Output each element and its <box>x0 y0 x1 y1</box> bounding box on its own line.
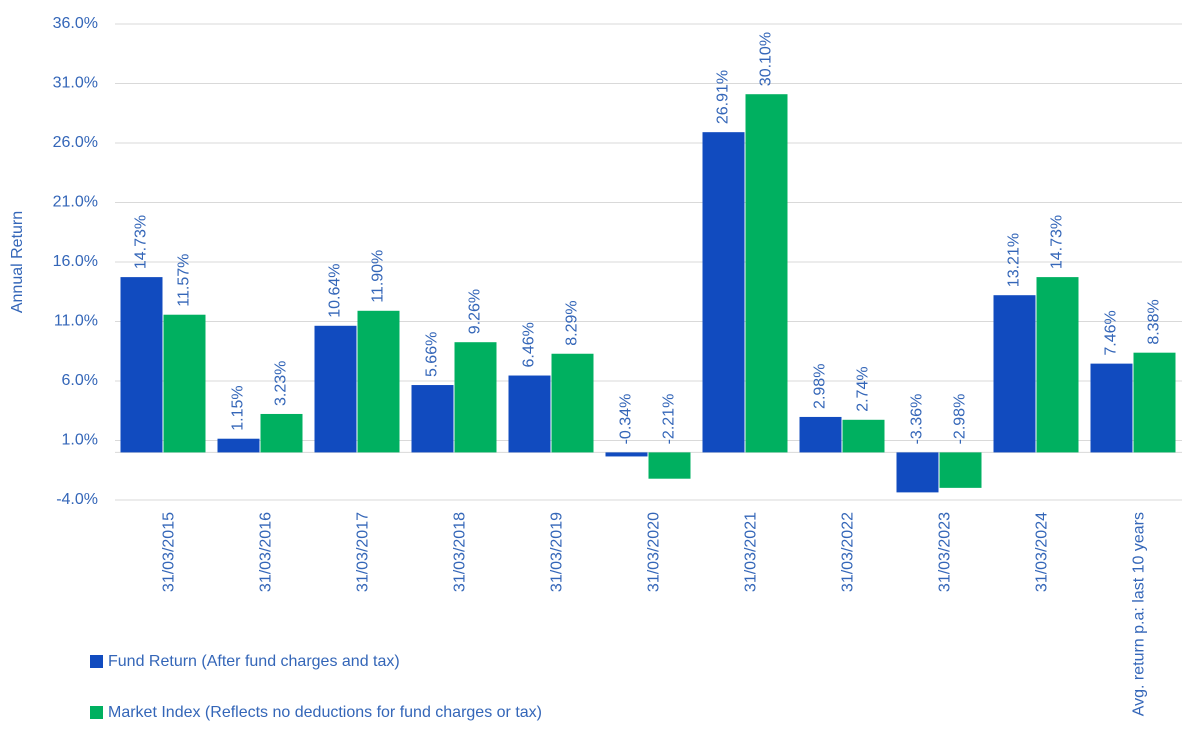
x-tick-label: 31/03/2019 <box>549 512 566 592</box>
x-tick-label: 31/03/2023 <box>937 512 954 592</box>
legend-label: Fund Return (After fund charges and tax) <box>108 653 400 670</box>
bar <box>745 94 788 453</box>
y-tick-label: 21.0% <box>53 194 98 211</box>
value-label: 11.57% <box>176 254 193 307</box>
x-tick-label: 31/03/2018 <box>452 512 469 592</box>
bar <box>551 353 594 453</box>
value-label: 30.10% <box>758 32 775 86</box>
value-label: -2.98% <box>952 394 969 445</box>
value-label: 7.46% <box>1103 310 1120 355</box>
bar <box>1036 277 1079 453</box>
y-tick-label: -4.0% <box>56 491 98 508</box>
x-tick-label: 31/03/2017 <box>355 512 372 592</box>
bar <box>648 452 691 479</box>
value-label: -3.36% <box>909 394 926 445</box>
value-label: 10.64% <box>327 264 344 318</box>
value-label: 8.29% <box>564 300 581 345</box>
bar <box>939 452 982 488</box>
value-label: 5.66% <box>424 332 441 377</box>
y-axis-label: Annual Return <box>9 211 26 313</box>
value-label: 26.91% <box>715 70 732 124</box>
bar <box>260 413 303 453</box>
x-tick-label: 31/03/2016 <box>258 512 275 592</box>
legend-label: Market Index (Reflects no deductions for… <box>108 704 542 721</box>
x-tick-label: 31/03/2024 <box>1034 512 1051 592</box>
bar <box>411 385 454 453</box>
bar <box>842 419 885 453</box>
y-tick-label: 1.0% <box>62 432 98 449</box>
value-label: 9.26% <box>467 289 484 334</box>
legend-swatch <box>90 706 103 719</box>
value-label: 1.15% <box>230 385 247 430</box>
value-label: -0.34% <box>618 394 635 445</box>
y-tick-label: 11.0% <box>54 313 98 330</box>
value-label: 2.74% <box>855 366 872 411</box>
value-label: -2.21% <box>661 394 678 445</box>
value-label: 11.90% <box>370 250 387 303</box>
bar <box>314 325 357 453</box>
x-tick-label: 31/03/2022 <box>840 512 857 592</box>
bar <box>702 132 745 453</box>
bar <box>1133 352 1176 453</box>
bar <box>357 310 400 453</box>
value-label: 2.98% <box>812 364 829 409</box>
bar <box>508 375 551 453</box>
bar <box>454 342 497 453</box>
bar <box>605 452 648 457</box>
value-label: 3.23% <box>273 361 290 406</box>
bar <box>163 314 206 453</box>
bar <box>896 452 939 493</box>
value-label: 14.73% <box>133 215 150 269</box>
y-tick-label: 31.0% <box>53 75 98 92</box>
bar <box>217 438 260 453</box>
bar <box>799 416 842 453</box>
value-label: 14.73% <box>1049 215 1066 269</box>
value-label: 8.38% <box>1146 299 1163 344</box>
value-label: 13.21% <box>1006 233 1023 287</box>
legend-swatch <box>90 655 103 668</box>
x-tick-label: 31/03/2015 <box>161 512 178 592</box>
y-tick-label: 36.0% <box>53 15 98 32</box>
x-tick-label: 31/03/2021 <box>743 512 760 592</box>
y-tick-label: 16.0% <box>53 253 98 270</box>
x-tick-label: Avg. return p.a: last 10 years <box>1131 512 1148 716</box>
value-label: 6.46% <box>521 322 538 367</box>
bar <box>120 277 163 453</box>
y-tick-label: 26.0% <box>53 134 98 151</box>
bar <box>1090 363 1133 453</box>
x-tick-label: 31/03/2020 <box>646 512 663 592</box>
y-tick-label: 6.0% <box>62 372 98 389</box>
bar <box>993 295 1036 453</box>
